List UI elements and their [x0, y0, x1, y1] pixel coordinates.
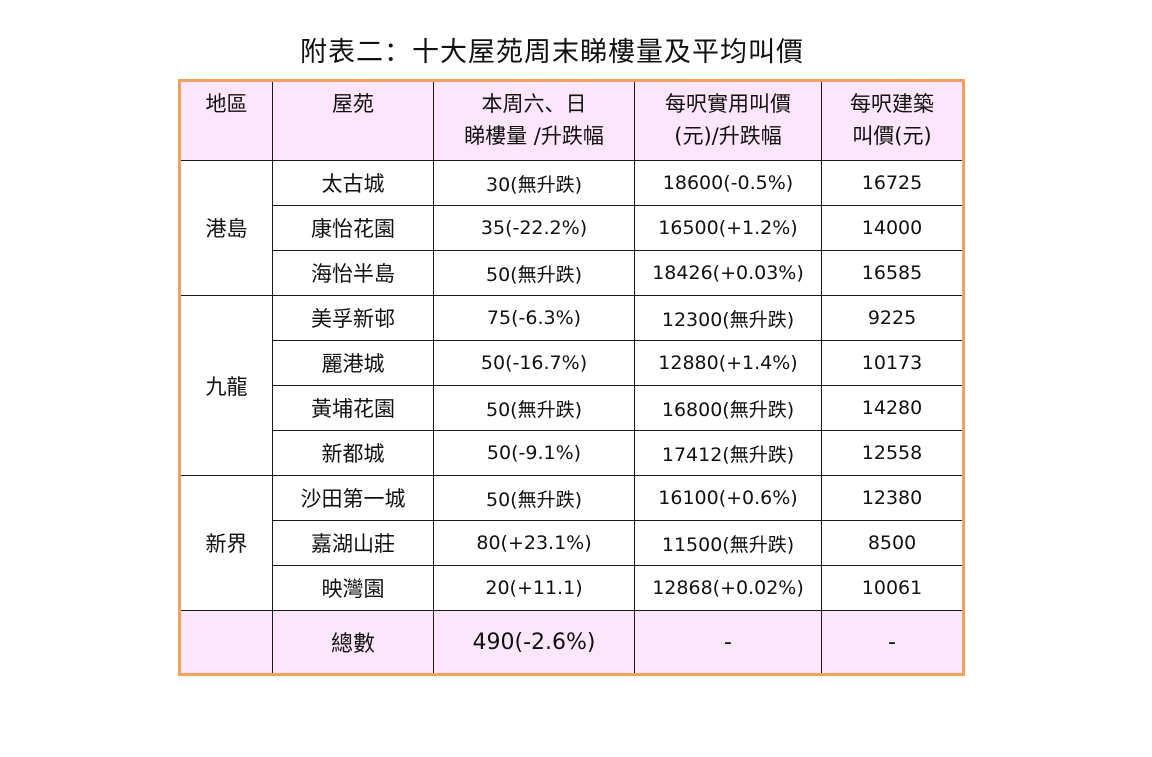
saleable-price-cell: 18426(+0.03%)	[634, 250, 822, 296]
saleable-price-cell: 18600(-0.5%)	[634, 160, 822, 206]
estate-cell: 美孚新邨	[272, 295, 434, 341]
viewings-cell: 80(+23.1%)	[433, 520, 635, 566]
gross-price-cell: 14280	[821, 385, 964, 431]
page-title: 附表二：十大屋苑周末睇樓量及平均叫價	[300, 37, 804, 68]
header-viewings-line1: 本周六、日	[481, 92, 587, 116]
gross-price-cell: 12558	[821, 430, 964, 476]
saleable-price-cell: 12300(無升跌)	[634, 295, 822, 341]
header-region: 地區	[179, 80, 273, 161]
header-estate: 屋苑	[272, 80, 434, 161]
table-row: 新都城 50(-9.1%) 17412(無升跌) 12558	[180, 430, 964, 476]
header-saleable-price: 每呎實用叫價 (元)/升跌幅	[634, 80, 822, 161]
table-row: 海怡半島 50(無升跌) 18426(+0.03%) 16585	[180, 250, 964, 296]
saleable-price-cell: 16500(+1.2%)	[634, 205, 822, 251]
estate-cell: 新都城	[272, 430, 434, 476]
header-gross-price: 每呎建築 叫價(元)	[821, 80, 964, 161]
gross-price-cell: 10173	[821, 340, 964, 386]
estate-cell: 嘉湖山莊	[272, 520, 434, 566]
saleable-price-cell: 12868(+0.02%)	[634, 565, 822, 611]
saleable-price-cell: 16100(+0.6%)	[634, 475, 822, 521]
region-cell: 九龍	[179, 295, 273, 476]
saleable-price-cell: 11500(無升跌)	[634, 520, 822, 566]
gross-price-cell: 12380	[821, 475, 964, 521]
table-row: 映灣園 20(+11.1) 12868(+0.02%) 10061	[180, 565, 964, 611]
viewings-cell: 75(-6.3%)	[433, 295, 635, 341]
saleable-price-cell: 17412(無升跌)	[634, 430, 822, 476]
viewings-cell: 30(無升跌)	[433, 160, 635, 206]
estate-cell: 太古城	[272, 160, 434, 206]
gross-price-cell: 10061	[821, 565, 964, 611]
property-table: 地區 屋苑 本周六、日 睇樓量 /升跌幅 每呎實用叫價 (元)/升跌幅 每呎建築…	[178, 79, 965, 676]
gross-price-cell: 9225	[821, 295, 964, 341]
viewings-cell: 50(無升跌)	[433, 250, 635, 296]
region-cell: 港島	[179, 160, 273, 296]
table-row: 嘉湖山莊 80(+23.1%) 11500(無升跌) 8500	[180, 520, 964, 566]
saleable-price-cell: 16800(無升跌)	[634, 385, 822, 431]
table-row: 港島 太古城 30(無升跌) 18600(-0.5%) 16725	[179, 160, 964, 296]
saleable-price-cell: 12880(+1.4%)	[634, 340, 822, 386]
header-viewings-line2: 睇樓量 /升跌幅	[464, 124, 604, 148]
estate-cell: 映灣園	[272, 565, 434, 611]
gross-price-cell: 8500	[821, 520, 964, 566]
total-label: 總數	[272, 610, 434, 675]
header-saleable-line2: (元)/升跌幅	[674, 124, 782, 148]
total-row: 總數 490(-2.6%) - -	[179, 610, 964, 675]
gross-price-cell: 14000	[821, 205, 964, 251]
total-region-cell	[179, 610, 273, 675]
header-viewings: 本周六、日 睇樓量 /升跌幅	[433, 80, 635, 161]
estate-cell: 麗港城	[272, 340, 434, 386]
header-saleable-line1: 每呎實用叫價	[665, 92, 791, 116]
header-region-label: 地區	[205, 92, 248, 116]
header-row: 地區 屋苑 本周六、日 睇樓量 /升跌幅 每呎實用叫價 (元)/升跌幅 每呎建築…	[179, 80, 964, 161]
gross-price-cell: 16585	[821, 250, 964, 296]
viewings-cell: 50(-9.1%)	[433, 430, 635, 476]
header-gross-line1: 每呎建築	[850, 92, 934, 116]
estate-cell: 黃埔花園	[272, 385, 434, 431]
table-row: 新界 沙田第一城 50(無升跌) 16100(+0.6%) 12380	[179, 475, 964, 611]
table-row: 康怡花園 35(-22.2%) 16500(+1.2%) 14000	[180, 205, 964, 251]
header-estate-label: 屋苑	[332, 92, 374, 116]
estate-cell: 海怡半島	[272, 250, 434, 296]
viewings-cell: 50(無升跌)	[433, 385, 635, 431]
total-viewings: 490(-2.6%)	[433, 610, 635, 675]
table-row: 黃埔花園 50(無升跌) 16800(無升跌) 14280	[180, 385, 964, 431]
viewings-cell: 35(-22.2%)	[433, 205, 635, 251]
viewings-cell: 50(無升跌)	[433, 475, 635, 521]
total-gross-price: -	[821, 610, 964, 675]
table-row: 九龍 美孚新邨 75(-6.3%) 12300(無升跌) 9225	[179, 295, 964, 476]
region-cell: 新界	[179, 475, 273, 611]
total-saleable-price: -	[634, 610, 822, 675]
table-body: 港島 太古城 30(無升跌) 18600(-0.5%) 16725 康怡花園 3…	[179, 160, 964, 675]
estate-cell: 康怡花園	[272, 205, 434, 251]
estate-cell: 沙田第一城	[272, 475, 434, 521]
viewings-cell: 20(+11.1)	[433, 565, 635, 611]
viewings-cell: 50(-16.7%)	[433, 340, 635, 386]
table-row: 麗港城 50(-16.7%) 12880(+1.4%) 10173	[180, 340, 964, 386]
header-gross-line2: 叫價(元)	[852, 124, 932, 148]
gross-price-cell: 16725	[821, 160, 964, 206]
